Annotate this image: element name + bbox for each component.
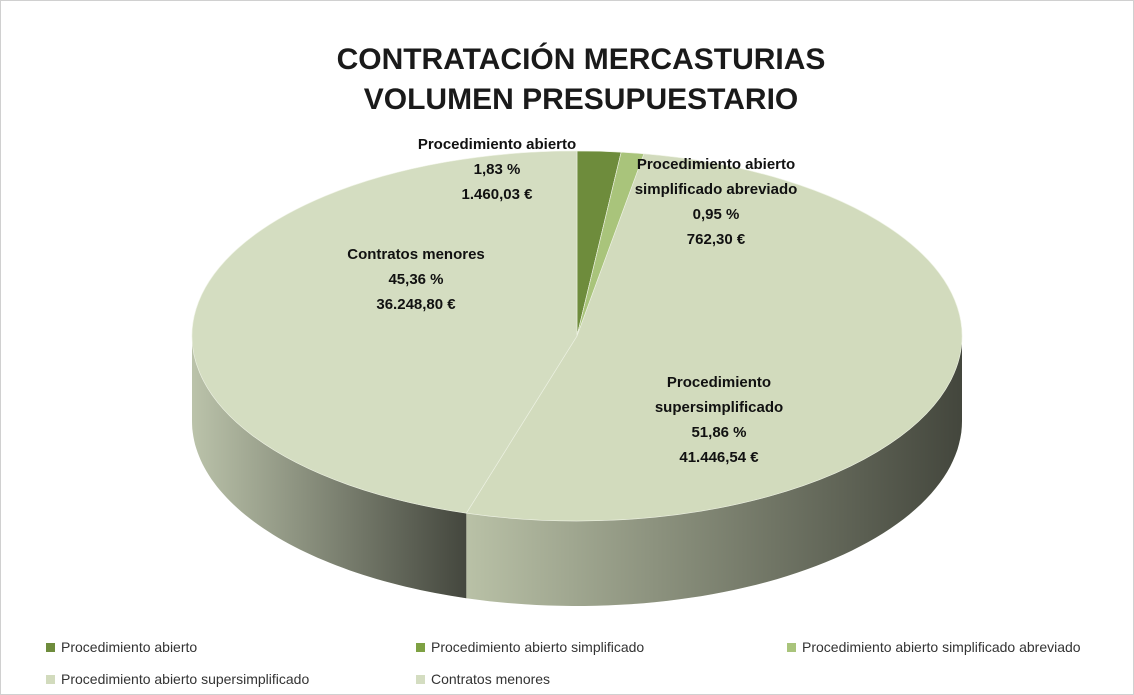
label-name: Procedimiento supersimplificado	[654, 374, 784, 416]
label-percent: 45,36 %	[388, 271, 444, 288]
legend-swatch	[787, 642, 796, 652]
label-amount: 36.248,80 €	[376, 296, 456, 313]
label-name: Procedimiento abierto simplificado abrev…	[634, 156, 798, 198]
legend-swatch	[46, 642, 55, 652]
data-label: Procedimiento abierto simplificado abrev…	[621, 152, 811, 252]
data-label: Procedimiento supersimplificado 51,86 % 41…	[634, 370, 804, 470]
legend-item: Procedimiento abierto simplificado abrev…	[787, 639, 1081, 655]
label-name: Procedimiento abierto	[417, 136, 577, 153]
legend-label: Procedimiento abierto	[61, 639, 198, 655]
legend-item: Procedimiento abierto	[46, 639, 197, 655]
chart-title: CONTRATACIÓN MERCASTURIAS	[337, 42, 826, 76]
label-amount: 1.460,03 €	[461, 186, 533, 203]
label-amount: 762,30 €	[686, 231, 746, 248]
chart-title: VOLUMEN PRESUPUESTARIO	[364, 83, 799, 116]
label-amount: 41.446,54 €	[679, 449, 759, 466]
slice	[465, 153, 963, 522]
label-percent: 1,83 %	[473, 161, 521, 178]
legend-item: Procedimiento abierto simplificado	[416, 639, 644, 655]
legend-label: Procedimiento abierto simplificado	[431, 639, 645, 655]
label-percent: 51,86 %	[691, 424, 747, 441]
legend-label: Contratos menores	[431, 671, 551, 687]
legend-item: Procedimiento abierto supersimplificado	[46, 671, 309, 687]
data-label: Procedimiento abierto 1,83 % 1.460,03 €	[412, 132, 582, 207]
legend-swatch	[416, 642, 425, 652]
legend-label: Procedimiento abierto simplificado abrev…	[802, 639, 1081, 655]
slice	[191, 150, 578, 514]
side-shade	[192, 336, 467, 599]
legend-item: Contratos menores	[416, 671, 550, 687]
legend-swatch	[416, 674, 425, 684]
legend-label: Procedimiento abierto supersimplificado	[61, 671, 310, 687]
legend-swatch	[46, 674, 55, 684]
side-shade	[466, 336, 962, 606]
label-name: Contratos menores	[347, 246, 485, 263]
label-percent: 0,95 %	[692, 206, 740, 223]
data-label: Contratos menores 45,36 % 36.248,80 €	[316, 242, 516, 317]
